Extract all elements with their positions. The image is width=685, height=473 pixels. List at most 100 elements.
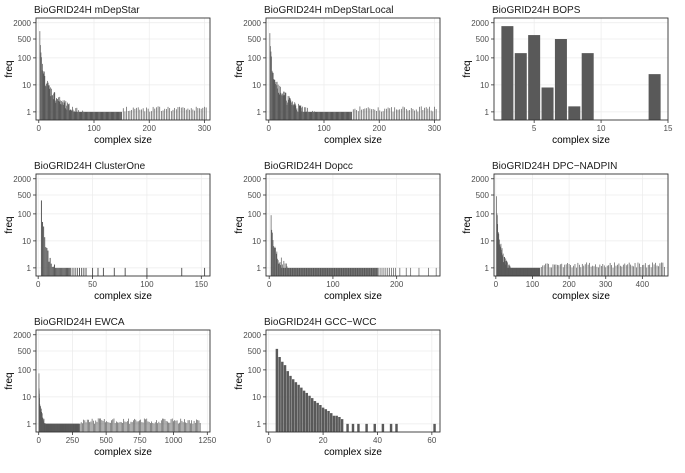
histogram-bar — [80, 111, 82, 120]
histogram-bar — [533, 267, 535, 276]
histogram-bar — [181, 267, 183, 276]
histogram-bar — [320, 111, 322, 120]
histogram-bar — [92, 267, 94, 276]
histogram-bar — [366, 267, 368, 276]
histogram-bar — [187, 420, 189, 432]
y-tick-label: 10 — [22, 237, 31, 246]
y-tick-label: 10 — [252, 237, 261, 246]
histogram-bar — [75, 108, 77, 120]
histogram-bar — [272, 72, 273, 120]
histogram-bar — [134, 418, 135, 432]
histogram-bar — [549, 267, 551, 276]
histogram-bar — [351, 111, 352, 120]
histogram-bar — [283, 91, 285, 120]
x-axis-label: complex size — [94, 135, 152, 146]
histogram-bar — [525, 267, 526, 276]
panel-title: BioGRID24H EWCA — [34, 317, 125, 328]
y-tick-label: 2000 — [243, 175, 261, 184]
plot-area — [266, 174, 440, 276]
histogram-bar — [319, 405, 322, 432]
histogram-bar — [335, 267, 337, 276]
histogram-bar — [84, 111, 86, 120]
histogram-bar — [112, 111, 114, 120]
histogram-bar — [45, 85, 46, 120]
histogram-bar — [429, 106, 430, 120]
histogram-bar — [300, 267, 301, 276]
histogram-bar — [364, 108, 366, 120]
histogram-bar — [145, 419, 146, 432]
histogram-bar — [598, 267, 599, 276]
histogram-bar — [127, 111, 129, 120]
histogram-bar — [372, 267, 373, 276]
histogram-bar — [284, 92, 286, 120]
histogram-bar — [172, 109, 174, 120]
histogram-bar — [134, 108, 136, 120]
histogram-bar — [331, 111, 333, 120]
histogram-bar — [529, 267, 531, 276]
histogram-bar — [56, 98, 58, 120]
histogram-bar — [593, 266, 595, 276]
histogram-bar — [532, 267, 534, 276]
histogram-bar — [151, 421, 152, 432]
histogram-bar — [538, 267, 540, 276]
y-tick-label: 100 — [18, 210, 32, 219]
histogram-bar — [286, 104, 288, 120]
panel-border — [265, 329, 441, 433]
histogram-bar — [276, 85, 277, 120]
y-tick-label: 2000 — [243, 331, 261, 340]
histogram-bar — [275, 348, 279, 432]
panel-border — [35, 173, 211, 277]
y-tick-label: 500 — [476, 191, 490, 200]
histogram-bar — [531, 267, 533, 276]
histogram-bar — [649, 264, 651, 276]
histogram-bar — [347, 111, 349, 120]
histogram-bar — [285, 92, 287, 120]
histogram-bar — [53, 92, 55, 120]
histogram-bar — [157, 106, 159, 120]
histogram-bar — [281, 94, 282, 120]
histogram-bar — [291, 102, 292, 120]
histogram-bar — [512, 267, 514, 276]
histogram-bar — [108, 422, 110, 432]
histogram-bar — [358, 267, 359, 276]
histogram-bar — [283, 260, 285, 276]
histogram-bar — [362, 267, 364, 276]
histogram-bar — [271, 229, 273, 276]
histogram-bar — [113, 111, 115, 120]
x-tick-label: 200 — [562, 280, 576, 289]
histogram-bar — [97, 267, 99, 276]
histogram-bar — [577, 262, 579, 276]
histogram-bar — [507, 267, 509, 276]
histogram-bar — [103, 419, 105, 432]
histogram-bar — [72, 106, 73, 120]
histogram-bar — [586, 262, 588, 276]
histogram-bar — [109, 422, 111, 432]
x-tick-label: 200 — [143, 124, 157, 133]
histogram-bar — [583, 265, 585, 276]
histogram-bar — [179, 106, 180, 120]
histogram-bar — [558, 265, 560, 276]
histogram-bar — [174, 420, 176, 432]
histogram-bar — [534, 267, 536, 276]
histogram-bar — [89, 111, 90, 120]
histogram-bar — [191, 420, 193, 432]
histogram-bar — [412, 108, 414, 120]
histogram-bar — [501, 26, 514, 120]
histogram-bar — [615, 265, 617, 276]
histogram-bar — [69, 109, 71, 120]
histogram-bar — [95, 111, 97, 120]
histogram-bar — [54, 92, 56, 120]
histogram-bar — [97, 418, 99, 432]
histogram-bar — [83, 111, 84, 120]
histogram-bar — [584, 264, 586, 276]
histogram-bar — [344, 111, 346, 120]
histogram-bar — [379, 110, 381, 120]
histogram-bar — [370, 267, 371, 276]
y-tick-label: 2000 — [471, 19, 489, 28]
histogram-bar — [79, 423, 81, 432]
histogram-bar — [545, 263, 547, 276]
histogram-bar — [622, 264, 624, 276]
histogram-bar — [147, 108, 149, 120]
histogram-bar — [315, 267, 317, 276]
histogram-bar — [83, 419, 84, 432]
